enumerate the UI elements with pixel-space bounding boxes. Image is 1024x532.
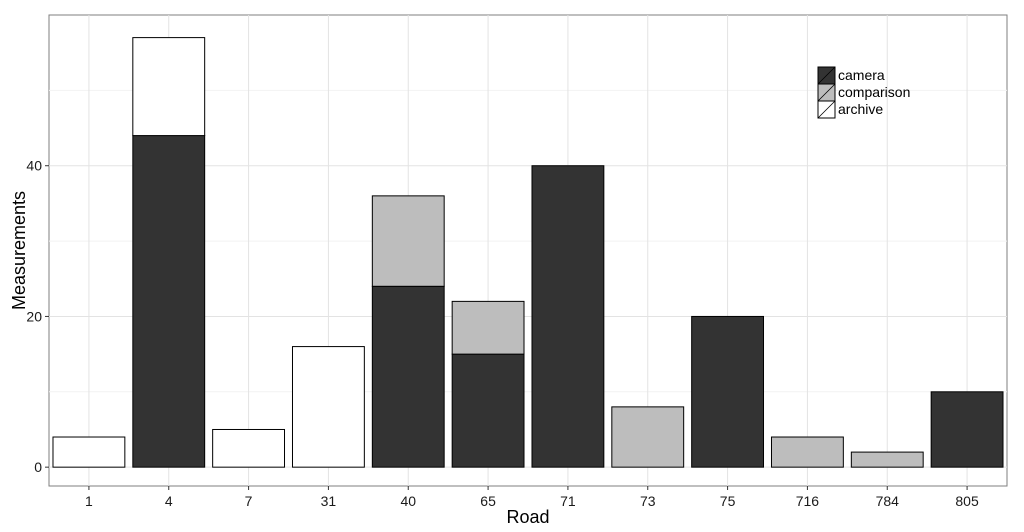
legend-label-archive: archive	[838, 101, 883, 117]
bar-archive-31	[291, 346, 365, 468]
x-tick-label: 7	[245, 493, 253, 509]
bar-camera-4	[132, 135, 206, 468]
plot-panel	[48, 14, 1008, 487]
legend-label-camera: camera	[838, 67, 885, 83]
x-tick-label: 75	[720, 493, 736, 509]
bar-camera-805	[930, 391, 1004, 468]
bar-comparison-73	[611, 406, 685, 468]
legend-label-comparison: comparison	[838, 84, 910, 100]
legend-key-slash	[817, 83, 836, 102]
bar-comparison-65	[451, 300, 525, 355]
x-tick-label: 65	[480, 493, 496, 509]
bar-comparison-784	[850, 451, 924, 468]
y-tick-label: 20	[26, 308, 42, 324]
legend-key-slash	[817, 100, 836, 119]
x-axis-title: Road	[506, 507, 549, 527]
x-tick-label: 4	[165, 493, 173, 509]
bar-camera-65	[451, 353, 525, 468]
bar-camera-75	[691, 315, 765, 468]
bar-comparison-716	[770, 436, 844, 468]
x-tick-label: 31	[321, 493, 337, 509]
x-tick-label: 71	[560, 493, 576, 509]
x-tick-label: 40	[400, 493, 416, 509]
bars-layer	[52, 37, 1004, 468]
bar-camera-71	[531, 165, 605, 468]
y-tick-label: 0	[34, 459, 42, 475]
bar-comparison-40	[371, 195, 445, 287]
grid-lines	[49, 15, 1007, 486]
y-axis-ticks: 0 20 40	[26, 158, 49, 475]
x-tick-label: 73	[640, 493, 656, 509]
bar-archive-4	[132, 37, 206, 137]
y-axis-title: Measurements	[9, 191, 29, 310]
y-tick-label: 40	[26, 158, 42, 174]
x-tick-label: 1	[85, 493, 93, 509]
x-tick-label: 784	[876, 493, 900, 509]
bar-camera-40	[371, 285, 445, 468]
legend-key-slash	[817, 66, 836, 85]
bar-archive-7	[212, 428, 286, 468]
x-tick-label: 805	[955, 493, 979, 509]
x-axis-ticks: 1 4 7 31 40 65 71 73 75 716 784 805	[85, 486, 979, 509]
x-tick-label: 716	[796, 493, 820, 509]
bar-archive-1	[52, 436, 126, 468]
